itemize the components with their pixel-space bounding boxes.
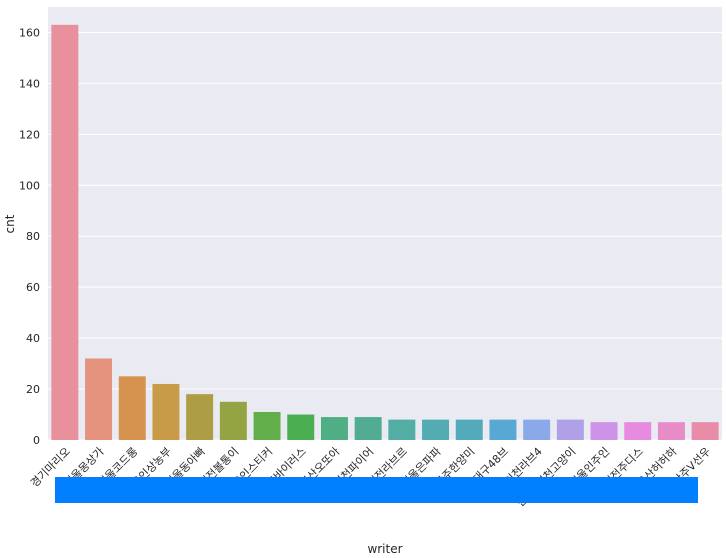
bar [657, 422, 685, 440]
plot-background [48, 7, 722, 440]
bars [51, 24, 719, 441]
y-tick-label: 120 [19, 128, 40, 141]
y-tick-label: 20 [26, 383, 40, 396]
bar [320, 417, 348, 440]
y-tick-label: 40 [26, 332, 40, 345]
bar [152, 383, 180, 440]
bar [590, 422, 618, 440]
y-tick-label: 80 [26, 230, 40, 243]
y-tick-label: 160 [19, 26, 40, 39]
y-tick-label: 60 [26, 281, 40, 294]
bar [287, 414, 315, 440]
bar [422, 419, 450, 440]
bar [85, 358, 113, 440]
y-tick-labels: 0 20 40 60 80 100 120 140 160 [19, 26, 40, 447]
y-tick-label: 100 [19, 179, 40, 192]
bar [691, 422, 719, 440]
bar [186, 394, 214, 440]
bar [455, 419, 483, 440]
y-axis-title: cnt [3, 214, 17, 233]
bar [219, 401, 247, 440]
bar [354, 417, 382, 440]
bar [253, 411, 281, 440]
y-tick-label: 140 [19, 77, 40, 90]
bar [523, 419, 551, 440]
bar [388, 419, 416, 440]
bar [624, 422, 652, 440]
redaction-bar [55, 477, 698, 503]
bar [556, 419, 584, 440]
bar [118, 376, 146, 440]
bar [489, 419, 517, 440]
bar [51, 24, 79, 441]
y-tick-label: 0 [33, 434, 40, 447]
x-axis-title: writer [367, 542, 402, 556]
